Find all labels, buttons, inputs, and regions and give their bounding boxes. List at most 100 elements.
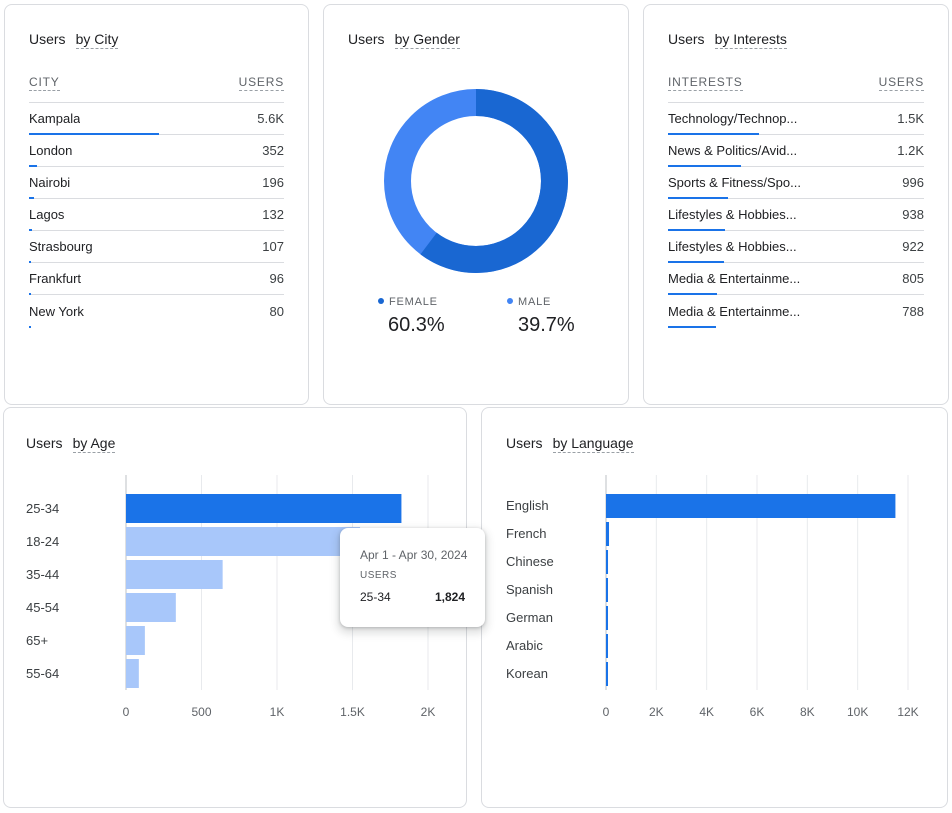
tooltip-value: 1,824: [434, 590, 465, 604]
x-tick-label: 0: [122, 705, 130, 719]
row-share-bar: [29, 293, 32, 295]
legend-male-label: MALE: [518, 296, 552, 308]
card-title: Users by Age: [26, 435, 116, 453]
table-row[interactable]: Technology/Technop... 1.5K: [668, 103, 924, 135]
title-dimension-link[interactable]: by Age: [72, 435, 116, 453]
bar-35-44[interactable]: [126, 560, 223, 589]
column-header-users[interactable]: USERS: [878, 75, 924, 91]
bar-18-24[interactable]: [126, 527, 361, 556]
title-metric: Users: [348, 31, 385, 47]
category-label: German: [506, 610, 553, 625]
table-row[interactable]: News & Politics/Avid... 1.2K: [668, 135, 924, 167]
row-value: 80: [269, 303, 284, 319]
legend-female-label: FEMALE: [389, 296, 438, 308]
bar-french[interactable]: [606, 522, 610, 546]
row-share-bar: [29, 326, 31, 328]
row-share-bar: [29, 165, 38, 167]
female-segment[interactable]: [384, 89, 568, 273]
category-label: 18-24: [26, 533, 60, 549]
users-by-interests-card: Users by Interests INTERESTS USERS Techno…: [643, 4, 949, 405]
gender-donut-chart[interactable]: [376, 81, 576, 281]
category-label: 35-44: [26, 566, 60, 582]
row-name: Frankfurt: [29, 271, 82, 286]
users-by-language-card: Users by Language: [481, 407, 948, 808]
row-share-bar: [668, 326, 716, 328]
row-value: 938: [902, 207, 924, 222]
bar-chinese[interactable]: [606, 550, 609, 574]
title-metric: Users: [506, 435, 543, 451]
male-dot-icon: [507, 298, 513, 305]
x-tick-label: 0: [602, 705, 610, 719]
column-header-city[interactable]: CITY: [29, 75, 60, 91]
category-label: Spanish: [506, 582, 553, 597]
bar-65+[interactable]: [126, 626, 145, 655]
table-body: Kampala 5.6K London 352 Nairobi 196 Lagos 132 St…: [29, 103, 284, 328]
bar-german[interactable]: [606, 606, 608, 630]
x-tick-label: 2K: [420, 705, 436, 719]
table-row[interactable]: Lagos 132: [29, 199, 284, 231]
tooltip-category: 25-34: [360, 590, 391, 604]
column-header-users[interactable]: USERS: [238, 75, 284, 91]
category-label: English: [506, 498, 549, 513]
table-row[interactable]: Sports & Fitness/Spo... 996: [668, 167, 924, 199]
table-row[interactable]: Nairobi 196: [29, 167, 284, 199]
category-label: 45-54: [26, 599, 60, 615]
age-bar-chart: [125, 475, 429, 690]
bar-arabic[interactable]: [606, 634, 608, 658]
bar-55-64[interactable]: [126, 659, 139, 688]
row-value: 352: [262, 143, 284, 158]
x-tick-label: 1K: [269, 705, 285, 719]
users-by-city-card: Users by City CITY USERS Kampala 5.6K Londo…: [4, 4, 309, 405]
title-dimension-link[interactable]: by Interests: [714, 31, 787, 49]
row-share-bar: [29, 229, 33, 231]
row-name: Technology/Technop...: [668, 111, 798, 126]
table-row[interactable]: London 352: [29, 135, 284, 167]
title-dimension-link[interactable]: by Language: [552, 435, 634, 453]
tooltip-metric-label: USERS: [360, 570, 397, 581]
table-row[interactable]: Kampala 5.6K: [29, 103, 284, 135]
card-title: Users by Language: [506, 435, 634, 453]
bar-english[interactable]: [606, 494, 896, 518]
row-share-bar: [668, 293, 717, 295]
row-share-bar: [668, 133, 759, 135]
row-value: 996: [902, 175, 924, 190]
language-bar-chart: [605, 475, 909, 690]
card-title: Users by Gender: [348, 31, 460, 49]
table-row[interactable]: Lifestyles & Hobbies... 922: [668, 231, 924, 263]
row-name: Strasbourg: [29, 239, 93, 254]
legend-female: FEMALE: [378, 296, 438, 308]
row-value: 805: [902, 271, 924, 286]
city-table: CITY USERS Kampala 5.6K London 352 Nairobi 19…: [29, 75, 284, 328]
row-share-bar: [29, 261, 32, 263]
table-row[interactable]: Media & Entertainme... 805: [668, 263, 924, 295]
bar-spanish[interactable]: [606, 578, 608, 602]
bar-korean[interactable]: [606, 662, 608, 686]
row-name: News & Politics/Avid...: [668, 143, 798, 158]
title-dimension-link[interactable]: by City: [75, 31, 119, 49]
row-share-bar: [668, 261, 724, 263]
x-tick-label: 500: [191, 705, 212, 719]
table-row[interactable]: Lifestyles & Hobbies... 938: [668, 199, 924, 231]
title-dimension-link[interactable]: by Gender: [394, 31, 460, 49]
category-label: 25-34: [26, 500, 60, 516]
row-value: 96: [269, 271, 284, 286]
title-metric: Users: [668, 31, 705, 47]
table-row[interactable]: Frankfurt 96: [29, 263, 284, 295]
column-header-interests[interactable]: INTERESTS: [668, 75, 743, 91]
table-row[interactable]: New York 80: [29, 295, 284, 328]
row-share-bar: [668, 165, 741, 167]
bar-25-34[interactable]: [126, 494, 402, 523]
row-name: Lifestyles & Hobbies...: [668, 207, 797, 222]
x-tick-label: 6K: [749, 705, 765, 719]
row-value: 788: [902, 303, 924, 319]
row-share-bar: [29, 133, 159, 135]
table-row[interactable]: Media & Entertainme... 788: [668, 295, 924, 328]
female-dot-icon: [378, 298, 384, 305]
category-label: Arabic: [506, 638, 543, 653]
table-row[interactable]: Strasbourg 107: [29, 231, 284, 263]
row-value: 107: [262, 239, 284, 254]
row-share-bar: [29, 197, 34, 199]
card-title: Users by Interests: [668, 31, 787, 49]
bar-45-54[interactable]: [126, 593, 176, 622]
row-value: 922: [902, 239, 924, 254]
